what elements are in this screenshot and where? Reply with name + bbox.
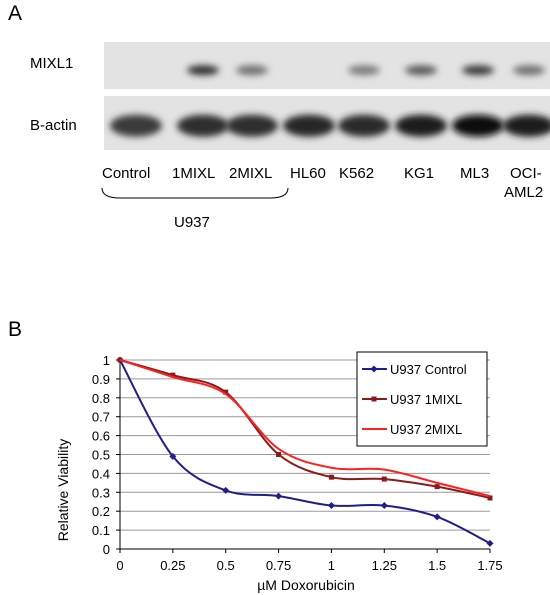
data-point (222, 486, 230, 494)
y-tick-label: 1 (103, 353, 110, 368)
panel-b-label: B (8, 318, 23, 341)
data-point (487, 495, 493, 501)
x-tick-label: 1.25 (372, 558, 397, 573)
y-tick-label: 0.7 (92, 410, 110, 425)
y-tick-label: 0.8 (92, 391, 110, 406)
y-tick-label: 0.9 (92, 372, 110, 387)
data-point (169, 452, 177, 460)
blot-band (503, 114, 550, 137)
data-point (327, 502, 335, 510)
x-tick-label: 1 (328, 558, 335, 573)
blot-band (110, 114, 162, 137)
blot-band (405, 65, 437, 76)
blot-band (513, 65, 545, 76)
lane-label-control: Control (102, 165, 151, 182)
data-point (276, 452, 282, 457)
data-point (380, 502, 388, 510)
lane-label-1mixl: 1MIXL (172, 165, 216, 182)
western-blot-image (104, 42, 550, 150)
group-bracket (101, 187, 289, 199)
blot-band (452, 114, 504, 137)
lane-label-hl60: HL60 (290, 165, 326, 182)
x-tick-label: 0.75 (266, 558, 291, 573)
x-axis-label: µM Doxorubicin (257, 577, 355, 593)
data-point (434, 484, 440, 490)
series-line-u937-2mixl (119, 359, 491, 498)
legend-label: U937 1MIXL (390, 392, 462, 407)
blot-band (395, 114, 447, 137)
x-tick-label: 1.5 (428, 558, 446, 573)
legend-marker (371, 396, 377, 402)
y-tick-label: 0.4 (92, 466, 110, 481)
legend-label: U937 2MIXL (390, 422, 462, 437)
x-tick-label: 0 (116, 558, 123, 573)
viability-line-chart: 0 0.1 0.2 0.3 0.4 0.5 0.6 0.7 0.8 0.9 1 0 0.25 0.5 0.7… (55, 351, 503, 593)
blot-band (283, 114, 335, 137)
blot-band (226, 114, 278, 137)
y-tick-label: 0.6 (92, 429, 110, 444)
blot-band (187, 65, 219, 76)
blot-band (177, 114, 229, 137)
lane-label-aml2: AML2 (504, 184, 544, 201)
legend-marker (370, 365, 378, 373)
y-tick-label: 0.1 (92, 523, 110, 538)
x-tick-label: 0.5 (217, 558, 235, 573)
data-point (328, 474, 334, 480)
blot-row-label-mixl1: MIXL1 (30, 55, 74, 72)
y-axis-label: Relative Viability (55, 439, 71, 541)
lane-label-oci: OCI- (510, 165, 542, 182)
data-point (223, 389, 229, 395)
data-point (275, 492, 283, 500)
series-line-u937-1mixl (119, 359, 491, 499)
legend-label: U937 Control (390, 362, 467, 377)
panel-a-label: A (8, 2, 23, 25)
group-label-u937: U937 (174, 214, 210, 231)
x-tick-label: 0.25 (160, 558, 185, 573)
blot-band (236, 65, 268, 76)
blot-band (348, 65, 380, 76)
data-point (486, 539, 494, 547)
lane-label-ml3: ML3 (460, 165, 490, 182)
data-point (381, 476, 387, 482)
lane-label-k562: K562 (339, 165, 375, 182)
y-tick-label: 0.5 (92, 448, 110, 463)
blot-band (462, 65, 494, 76)
lane-label-kg1: KG1 (404, 165, 435, 182)
blot-row-label-bactin: B-actin (30, 117, 77, 134)
blot-band (338, 114, 390, 137)
y-tick-label: 0.2 (92, 504, 110, 519)
y-tick-label: 0 (103, 542, 110, 557)
lane-label-2mixl: 2MIXL (229, 165, 273, 182)
y-tick-label: 0.3 (92, 485, 110, 500)
data-point (433, 513, 441, 521)
data-point (170, 372, 176, 378)
x-tick-label: 1.75 (477, 558, 502, 573)
